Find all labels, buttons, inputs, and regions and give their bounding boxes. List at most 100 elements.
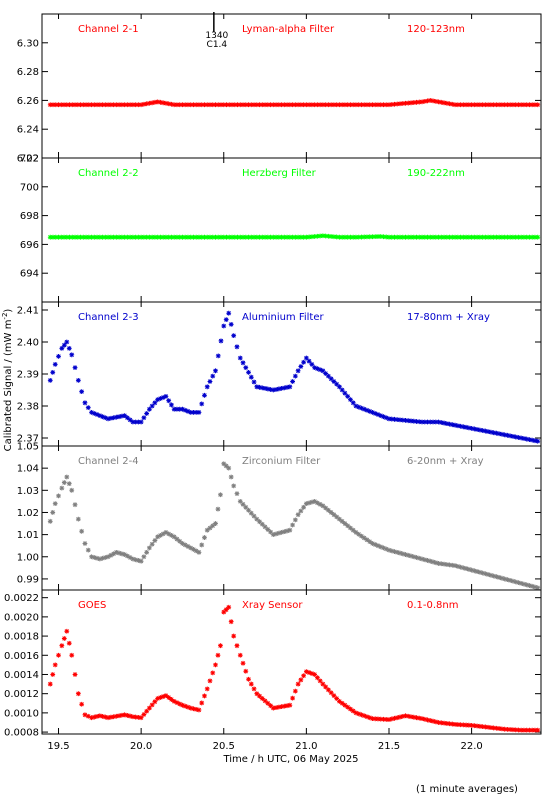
data-point	[496, 575, 502, 580]
y-tick-label: 702	[20, 154, 39, 165]
data-point	[229, 234, 235, 240]
data-point	[188, 705, 194, 711]
data-point	[147, 406, 152, 412]
data-point	[82, 712, 88, 718]
data-point	[138, 419, 144, 425]
data-point	[281, 703, 287, 709]
data-point	[477, 569, 483, 575]
filter-label: Herzberg Filter	[242, 168, 317, 179]
data-point	[56, 652, 61, 658]
data-point	[251, 686, 257, 692]
data-point	[111, 551, 116, 557]
data-point	[433, 234, 439, 240]
data-point	[243, 504, 249, 510]
data-point	[210, 670, 216, 676]
data-point	[383, 234, 389, 240]
data-point	[419, 556, 425, 562]
panel-4: 0.99 1.00 1.01 1.02 1.03 1.04 1.05 Channel 2-4 Z…	[17, 442, 542, 591]
data-point	[367, 408, 373, 414]
data-point	[290, 379, 296, 384]
data-point	[97, 713, 103, 719]
data-point	[69, 652, 75, 658]
data-point	[85, 547, 91, 553]
data-point	[265, 102, 271, 108]
data-point	[290, 102, 296, 108]
data-point	[312, 498, 318, 504]
data-point	[394, 101, 400, 107]
panel-1: 6.22 6.24 6.26 6.28 6.30 Channel 2-1 Lyman-alp…	[17, 12, 542, 165]
data-point	[314, 102, 320, 108]
data-point	[397, 234, 403, 240]
data-point	[116, 102, 122, 108]
data-point	[89, 102, 94, 108]
data-point	[259, 102, 265, 108]
data-point	[527, 727, 532, 733]
data-point	[372, 716, 378, 722]
data-point	[496, 726, 502, 731]
data-point	[485, 234, 491, 240]
data-point	[425, 558, 430, 563]
data-point	[438, 720, 444, 726]
band-label: 0.1-0.8nm	[407, 600, 459, 611]
data-point	[458, 722, 463, 728]
data-point	[102, 102, 108, 108]
data-point	[130, 102, 136, 108]
data-point	[493, 430, 499, 436]
data-point	[359, 533, 364, 539]
data-point	[364, 102, 370, 108]
data-point	[127, 555, 133, 560]
data-point	[328, 234, 334, 239]
data-point	[79, 528, 85, 534]
data-point	[166, 101, 172, 107]
data-point	[199, 700, 205, 706]
data-point	[529, 234, 535, 240]
data-point	[204, 686, 210, 692]
data-point	[505, 726, 510, 732]
data-point	[130, 556, 136, 562]
data-point	[193, 706, 199, 712]
data-point	[361, 535, 367, 541]
data-point	[392, 234, 397, 240]
data-point	[188, 410, 194, 415]
data-point	[213, 368, 218, 374]
data-point	[364, 714, 370, 720]
data-point	[226, 234, 232, 240]
data-point	[152, 99, 158, 105]
y-tick-label: 1.03	[17, 486, 39, 497]
data-point	[273, 102, 279, 108]
data-point	[83, 234, 89, 240]
data-point	[72, 672, 78, 677]
data-point	[529, 102, 535, 108]
data-point	[414, 715, 419, 721]
data-point	[301, 102, 307, 108]
data-point	[91, 411, 97, 416]
data-point	[124, 102, 130, 108]
data-point	[488, 102, 494, 108]
data-point	[444, 721, 450, 726]
data-point	[397, 417, 403, 423]
data-point	[375, 543, 381, 549]
data-point	[493, 234, 499, 240]
data-point	[364, 537, 370, 543]
data-point	[295, 512, 301, 518]
data-point	[268, 102, 273, 108]
data-point	[480, 102, 486, 108]
data-point	[328, 510, 334, 515]
data-point	[199, 102, 205, 108]
filter-label: Aluminium Filter	[242, 312, 325, 323]
data-point	[251, 379, 257, 385]
data-point	[392, 549, 397, 554]
data-point	[221, 323, 227, 329]
data-point	[135, 714, 141, 720]
data-point	[477, 102, 483, 108]
data-point	[138, 102, 144, 108]
data-point	[334, 234, 340, 240]
data-point	[228, 474, 234, 480]
data-point	[254, 384, 260, 390]
data-point	[499, 575, 505, 581]
data-point	[485, 429, 491, 434]
data-point	[221, 609, 227, 615]
data-point	[163, 100, 169, 106]
data-point	[111, 415, 116, 421]
data-point	[444, 234, 450, 240]
